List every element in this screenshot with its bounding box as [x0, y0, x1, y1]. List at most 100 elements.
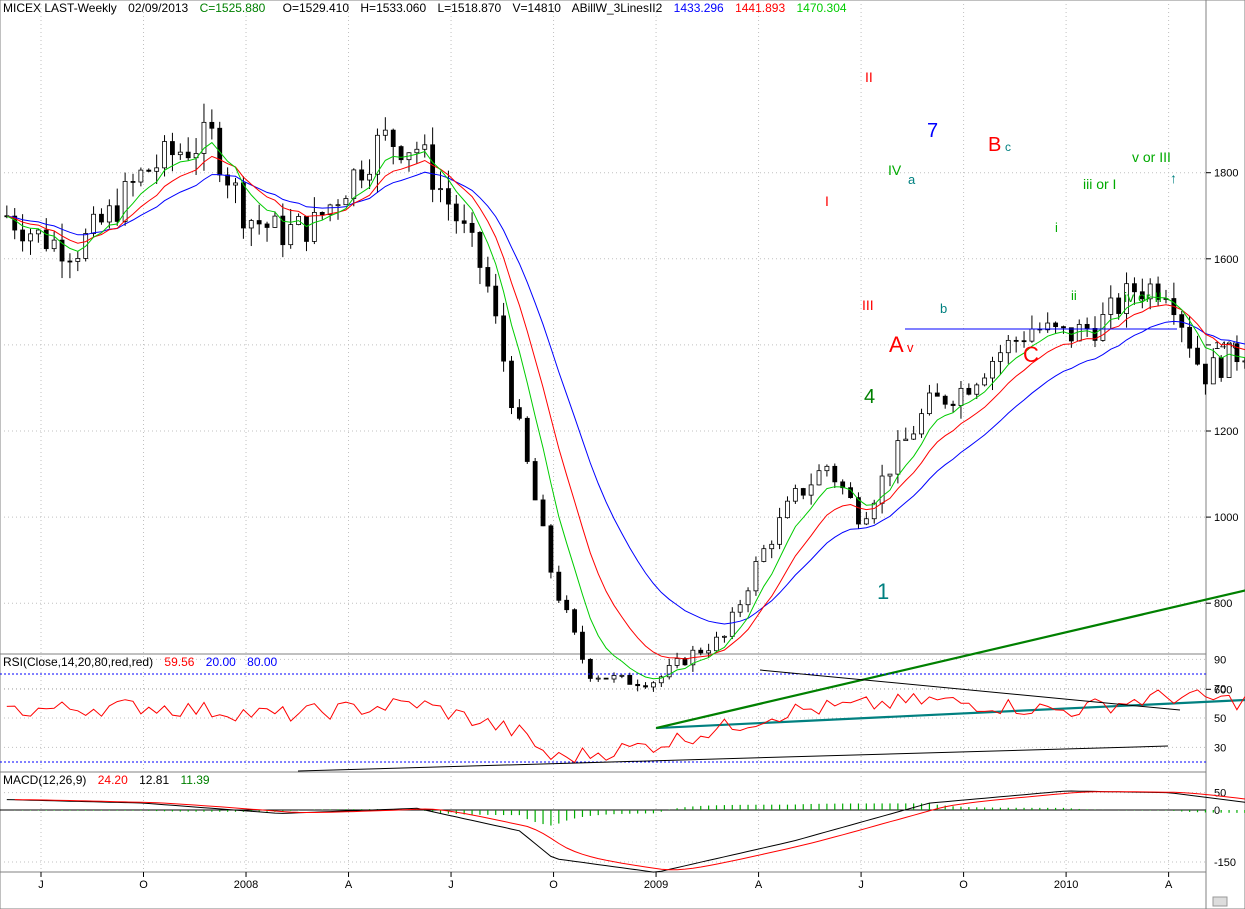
candle-body — [1132, 283, 1137, 293]
candle-body — [611, 675, 617, 680]
rsi-header: RSI(Close,14,20,80,red,red) 59.56 20.00 … — [3, 655, 278, 669]
candle-body — [1147, 283, 1153, 300]
candle-body — [35, 229, 41, 235]
candle-body — [919, 413, 924, 435]
candle-body — [146, 169, 152, 172]
candle-body — [304, 216, 309, 242]
candle-body — [903, 438, 909, 442]
candle-body — [398, 146, 404, 161]
candle-body — [982, 377, 988, 386]
candle-body — [895, 440, 901, 475]
y-tick-label: 1400 — [1214, 340, 1238, 352]
candle-body — [91, 213, 96, 234]
candle-body — [170, 141, 175, 156]
x-tick-label: 2008 — [234, 879, 258, 891]
rsi-line — [6, 689, 1245, 764]
candle-body — [162, 141, 167, 169]
candle-body — [516, 407, 522, 419]
candles — [4, 103, 1245, 692]
candle-body — [824, 465, 830, 472]
candle-body — [509, 360, 514, 409]
candle-body — [603, 677, 609, 680]
wave-labels: II 7 B c a IV iii or I v or III I i III … — [825, 69, 1177, 604]
candle-body — [1210, 357, 1216, 385]
candle-body — [595, 677, 601, 680]
macd-tick-label: 50 — [1214, 788, 1226, 800]
candle-body — [272, 215, 278, 228]
y-tick-label: 1600 — [1214, 254, 1238, 266]
wave-label-C: C — [1023, 342, 1039, 367]
candle-body — [209, 121, 215, 129]
x-tick-label: 2009 — [644, 879, 668, 891]
rsi-tick-label: 50 — [1214, 713, 1226, 725]
wave-label-ii: ii — [1071, 288, 1077, 303]
candle-body — [75, 258, 81, 262]
trendline-1 — [656, 698, 1245, 730]
candle-body — [990, 360, 995, 379]
candle-body — [138, 169, 144, 183]
candle-body — [911, 433, 917, 440]
wave-label-v: v — [907, 340, 914, 355]
candle-body — [367, 173, 372, 181]
candle-body — [832, 465, 838, 483]
candle-body — [1084, 323, 1090, 329]
candle-body — [390, 129, 396, 147]
candle-body — [714, 636, 719, 652]
candle-body — [777, 517, 782, 545]
candle-body — [51, 239, 57, 250]
candle-body — [997, 352, 1003, 362]
moving-average-blue — [6, 171, 1245, 625]
candle-body — [745, 590, 751, 606]
y-tick-label: 1800 — [1214, 168, 1238, 180]
rsi-tick-label: 90 — [1214, 654, 1226, 666]
x-tick-label: O — [139, 879, 148, 891]
candle-body — [548, 525, 554, 573]
candle-body — [808, 484, 814, 496]
candle-body — [800, 488, 806, 496]
x-axis: J O 2008 A J O 2009 A J O 2010 A — [38, 872, 1173, 891]
candle-body — [493, 285, 499, 317]
candle-body — [154, 167, 160, 172]
x-tick-label: J — [448, 879, 454, 891]
candle-body — [1124, 283, 1129, 314]
wave-label-4: 4 — [864, 386, 875, 408]
y-axis: 600 800 1000 1200 1400 1600 1800 30 50 70 90 -150 0 5… — [1206, 168, 1238, 869]
candle-body — [438, 188, 443, 191]
candle-body — [966, 387, 972, 395]
candle-body — [122, 181, 128, 222]
candle-body — [816, 470, 822, 486]
rsi-trendline-lower — [297, 745, 1169, 772]
candle-body — [12, 215, 18, 231]
candle-body — [927, 392, 932, 415]
rsi-pane — [0, 653, 1207, 773]
wave-label-v-or-III: v or III — [1132, 149, 1171, 165]
wave-label-III: III — [862, 297, 874, 313]
candle-body — [619, 674, 625, 677]
wave-label-II: II — [865, 69, 873, 85]
candle-body — [1203, 363, 1208, 385]
candle-body — [635, 683, 641, 687]
candle-body — [485, 267, 491, 287]
macd-histogram — [14, 803, 1245, 826]
candle-body — [1061, 326, 1066, 329]
price-pane — [0, 0, 1207, 655]
candle-body — [556, 571, 562, 601]
candle-body — [580, 631, 585, 660]
scroll-box-icon[interactable] — [1212, 896, 1228, 907]
y-tick-label: 1000 — [1214, 512, 1238, 524]
candle-body — [1029, 328, 1035, 342]
candle-body — [627, 674, 633, 685]
y-tick-label: 600 — [1214, 684, 1232, 696]
candle-body — [130, 181, 136, 183]
macd-tick-label: -150 — [1214, 857, 1236, 869]
candle-body — [280, 215, 286, 246]
candle-body — [343, 198, 349, 206]
candle-body — [1195, 347, 1200, 365]
candle-body — [382, 129, 388, 136]
candle-body — [114, 205, 120, 222]
candle-body — [351, 169, 357, 199]
candle-body — [942, 395, 948, 405]
wave-label-b: b — [940, 301, 947, 316]
candle-body — [248, 220, 254, 229]
